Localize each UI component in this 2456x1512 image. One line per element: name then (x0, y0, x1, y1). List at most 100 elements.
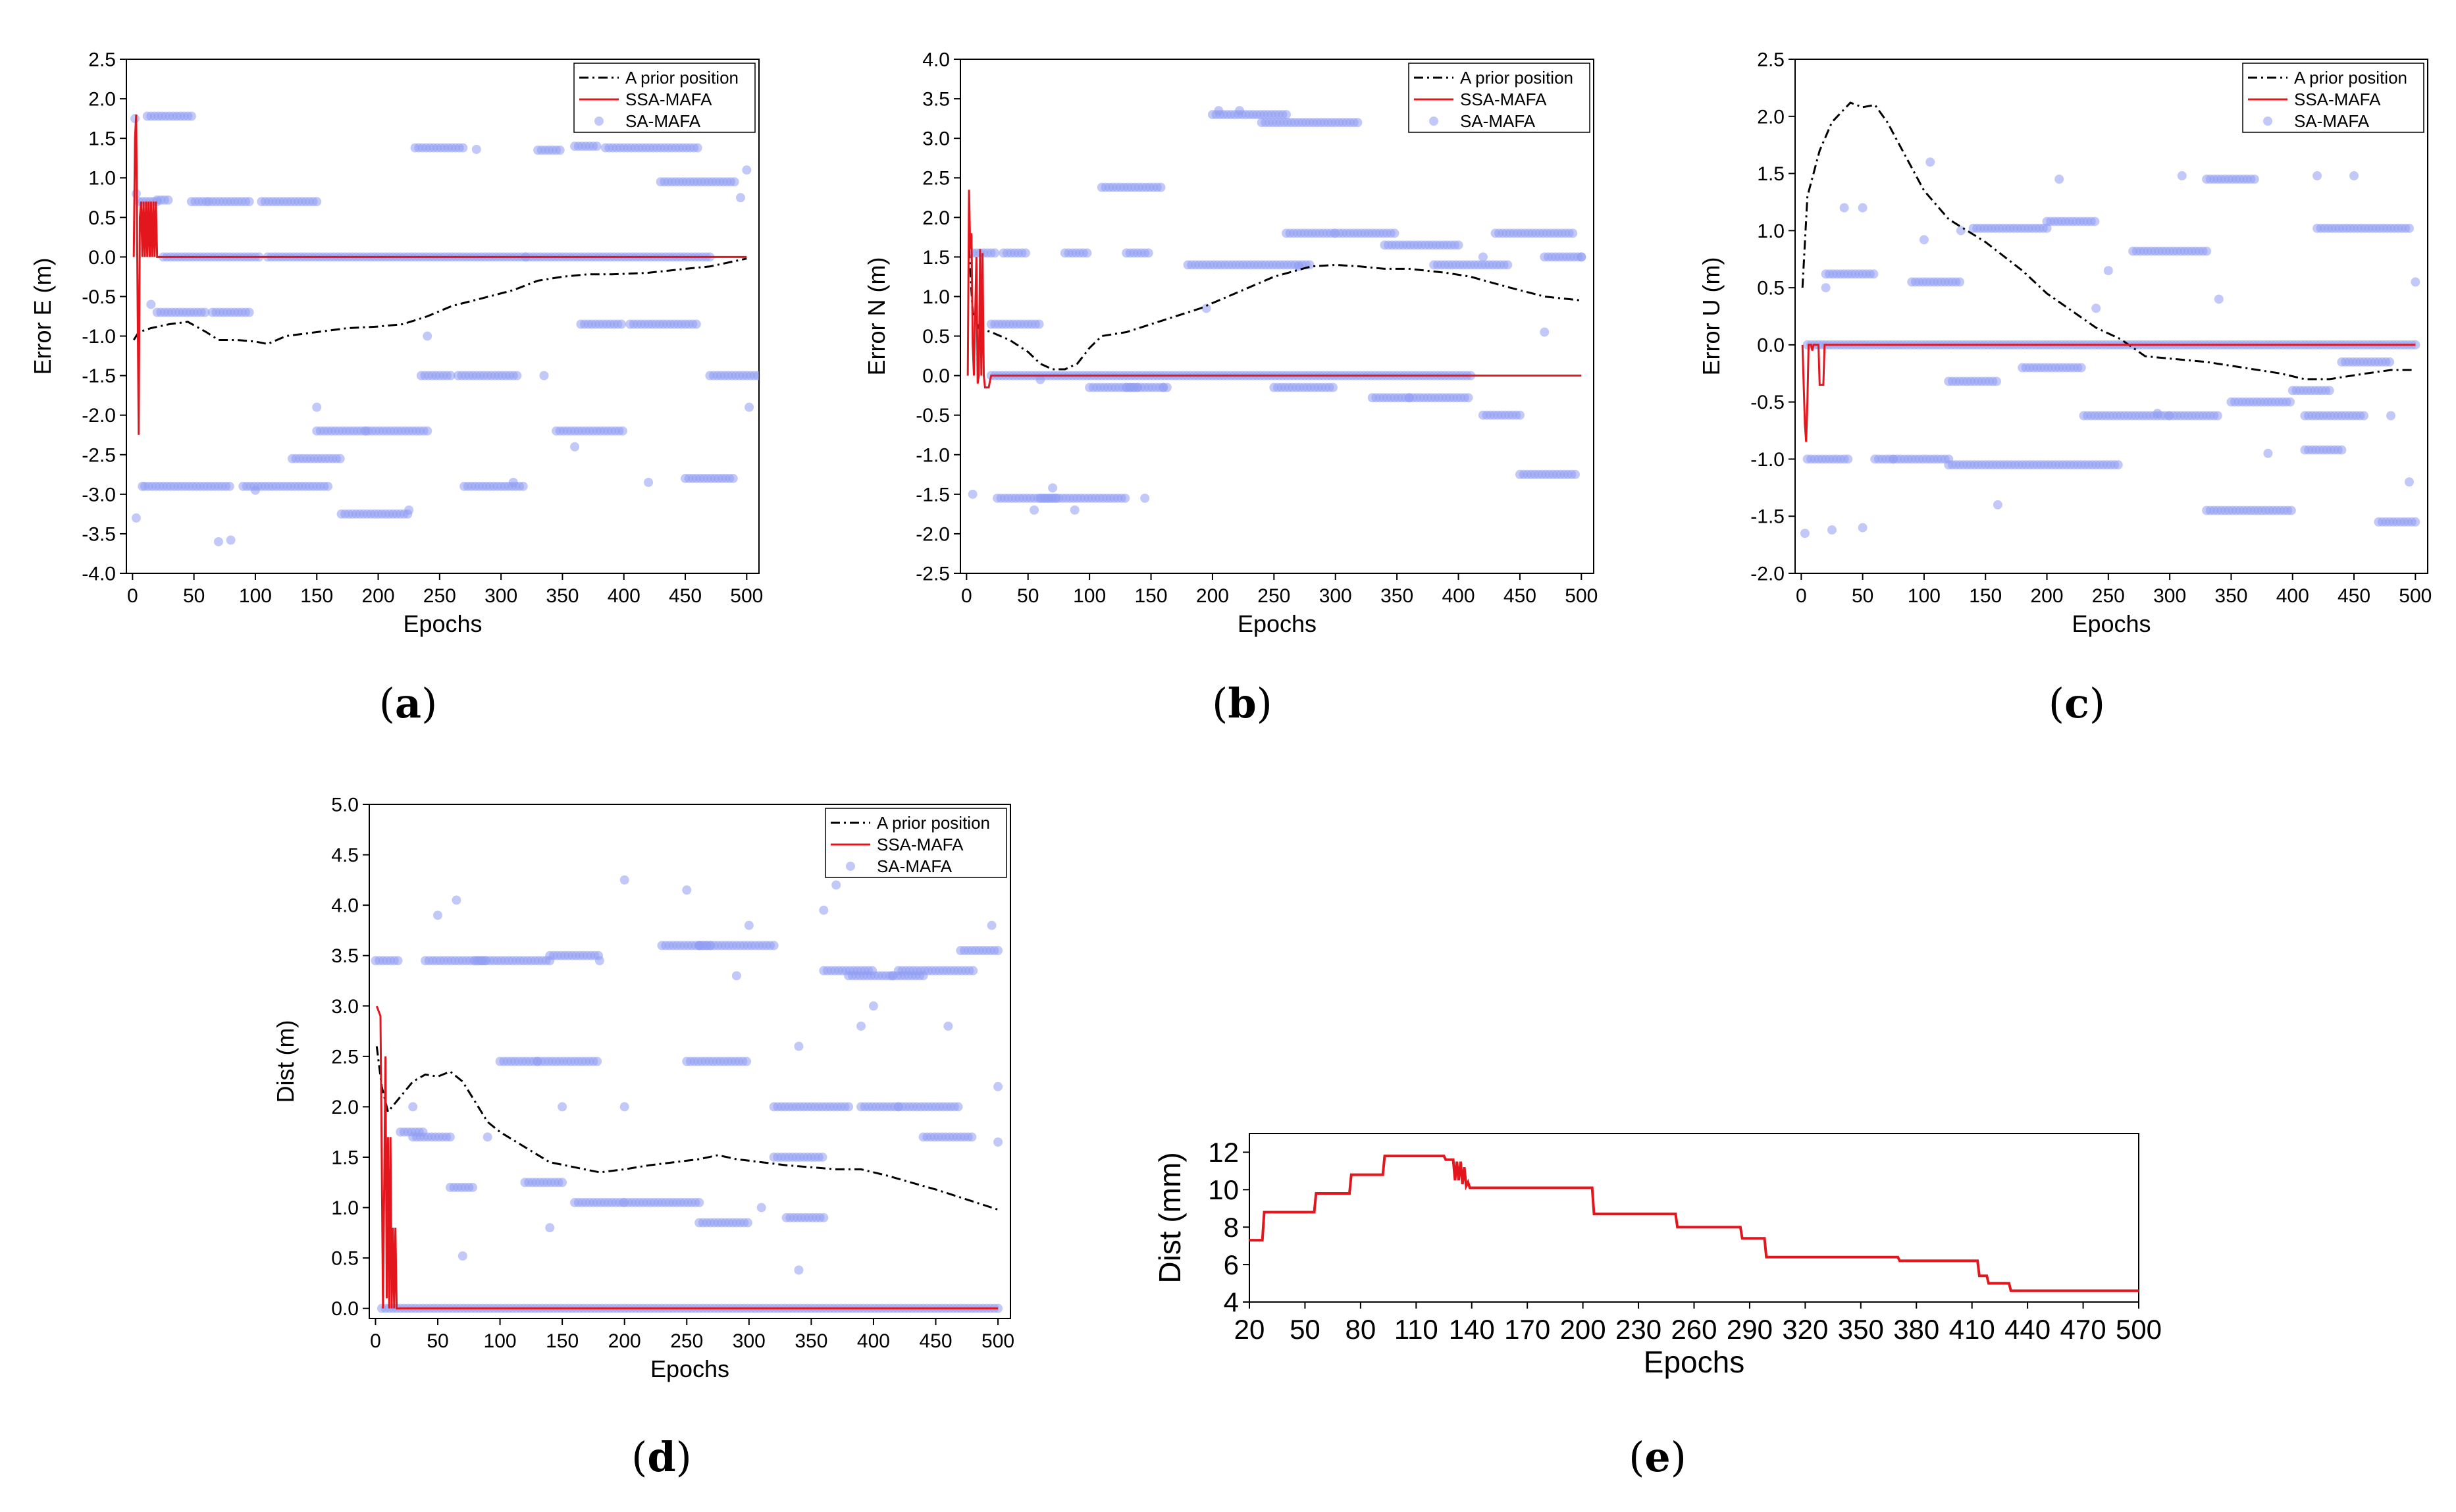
x-tick-label: 450 (669, 585, 702, 607)
caption-paren: ) (2089, 679, 2105, 727)
legend-box (2242, 63, 2424, 133)
y-tick-label: -1.0 (916, 444, 950, 466)
sa-mafa-point (742, 165, 752, 175)
y-tick-label: 5.0 (331, 795, 359, 816)
sa-mafa-point (756, 1203, 766, 1212)
x-tick-label: 200 (362, 585, 395, 607)
plot-area (1800, 101, 2420, 538)
x-tick-label: 350 (1380, 585, 1413, 607)
x-tick-label: 150 (1969, 585, 2002, 607)
sa-mafa-point (1035, 375, 1045, 384)
sa-mafa-series (371, 875, 1003, 1313)
sa-mafa-point (446, 371, 456, 380)
y-tick-label: 1.5 (1757, 163, 1785, 185)
sa-mafa-point (794, 1041, 804, 1051)
ssa-mafa-line (1249, 1155, 2139, 1292)
x-tick-label: 140 (1449, 1314, 1495, 1345)
legend-sa-swatch (2263, 117, 2272, 126)
y-tick-label: 2.5 (922, 168, 950, 190)
y-tick-label: -1.5 (1750, 506, 1785, 528)
sa-mafa-point (408, 1102, 418, 1112)
sa-mafa-point (2090, 217, 2100, 226)
sa-mafa-point (1353, 118, 1363, 128)
sa-mafa-point (1540, 327, 1550, 337)
x-axis-label: Epochs (2072, 610, 2151, 637)
y-tick-label: 6 (1224, 1249, 1239, 1280)
sa-mafa-point (1503, 260, 1513, 270)
sa-mafa-point (1021, 248, 1031, 258)
sa-mafa-point (213, 536, 223, 546)
y-tick-label: 0.5 (331, 1248, 359, 1270)
sa-mafa-point (731, 971, 741, 981)
x-tick-label: 450 (2338, 585, 2370, 607)
sa-mafa-point (967, 1132, 977, 1142)
panel-caption: (a) (379, 679, 438, 727)
x-tick-label: 100 (484, 1330, 517, 1352)
sa-mafa-point (753, 371, 759, 380)
sa-mafa-point (1159, 382, 1168, 392)
y-tick-label: 1.5 (88, 128, 116, 150)
sa-mafa-point (968, 489, 978, 499)
y-tick-label: 4.5 (331, 845, 359, 866)
sa-mafa-point (744, 920, 754, 930)
sa-mafa-point (2202, 246, 2212, 256)
sa-mafa-point (1993, 500, 2002, 509)
sa-mafa-point (968, 966, 978, 976)
y-axis-label: Error U (m) (1698, 257, 1725, 376)
sa-mafa-point (1919, 235, 1929, 245)
sa-mafa-point (819, 1212, 829, 1222)
sa-mafa-point (2286, 506, 2296, 515)
sa-mafa-point (694, 941, 704, 951)
sa-mafa-point (728, 473, 738, 483)
x-tick-label: 20 (1234, 1314, 1265, 1345)
y-tick-label: -4.0 (82, 563, 116, 585)
x-tick-label: 200 (2031, 585, 2064, 607)
panel-caption: (d) (631, 1433, 692, 1481)
sa-mafa-series (1800, 157, 2420, 538)
x-tick-label: 170 (1504, 1314, 1550, 1345)
ssa-mafa-line (132, 115, 747, 435)
sa-mafa-point (2349, 171, 2359, 181)
sa-mafa-point (457, 1251, 467, 1261)
sa-mafa-point (250, 485, 260, 495)
caption-paren: ( (1629, 1433, 1644, 1481)
sa-mafa-point (1235, 106, 1245, 116)
legend-label: A prior position (877, 813, 990, 833)
y-tick-label: 3.5 (922, 89, 950, 111)
legend-box (1408, 63, 1590, 133)
sa-mafa-point (1034, 319, 1044, 329)
caption-paren: ) (1671, 1433, 1686, 1481)
sa-mafa-point (163, 195, 173, 205)
sa-mafa-point (831, 880, 841, 890)
y-tick-label: -0.5 (916, 405, 950, 427)
x-tick-label: 50 (183, 585, 205, 607)
sa-mafa-point (539, 371, 549, 380)
legend: A prior position SSA-MAFA SA-MAFA (825, 808, 1007, 878)
sa-mafa-point (592, 1056, 602, 1066)
sa-mafa-point (1156, 182, 1166, 192)
y-tick-label: 0.0 (922, 365, 950, 387)
x-tick-label: 50 (1290, 1314, 1320, 1345)
y-tick-label: -1.5 (82, 365, 116, 387)
x-tick-label: 110 (1394, 1314, 1438, 1345)
y-tick-label: -3.0 (82, 484, 116, 506)
sa-mafa-point (130, 114, 140, 124)
caption-paren: ) (676, 1433, 692, 1481)
x-tick-label: 100 (239, 585, 272, 607)
sa-mafa-point (1925, 157, 1935, 167)
sa-mafa-point (2103, 266, 2113, 276)
sa-mafa-point (200, 307, 210, 317)
y-tick-label: 0.0 (88, 247, 116, 269)
sa-mafa-point (131, 513, 141, 523)
legend-label: A prior position (2294, 68, 2407, 88)
x-tick-label: 450 (919, 1330, 952, 1352)
sa-mafa-point (1843, 454, 1853, 464)
x-tick-label: 350 (546, 585, 579, 607)
caption-paren: ( (1212, 679, 1228, 727)
sa-mafa-point (844, 1102, 854, 1112)
sa-mafa-point (743, 1218, 752, 1228)
a-prior-position-line (1801, 101, 2416, 380)
y-tick-label: 4.0 (331, 895, 359, 917)
x-tick-label: 320 (1782, 1314, 1828, 1345)
